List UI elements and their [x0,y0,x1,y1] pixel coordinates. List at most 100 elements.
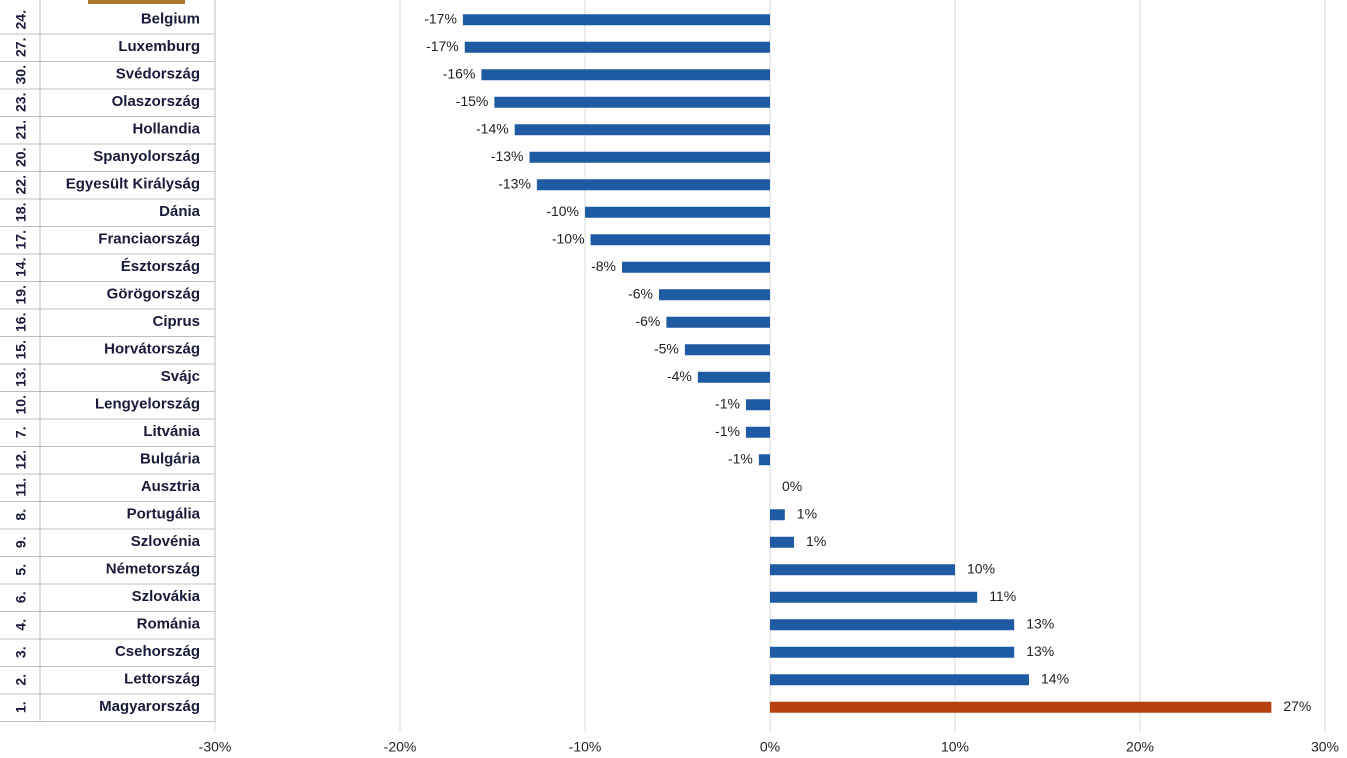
value-label: 27% [1283,698,1311,714]
bar [462,14,770,26]
bar [745,426,770,438]
rank-label: 13. [13,368,29,387]
y-tick-label: Horvátország [104,341,200,358]
bar [770,536,795,548]
bar [745,399,770,411]
bar [770,619,1015,631]
rank-label: 27. [13,38,29,57]
x-tick-label: -10% [569,739,602,755]
rank-label: 1. [13,701,29,713]
rank-label: 12. [13,450,29,469]
value-label: -17% [424,10,457,26]
value-label: -6% [628,285,653,301]
rank-label: 6. [13,591,29,603]
bar [536,179,770,191]
bar [585,206,770,218]
y-tick-label: Lettország [124,671,200,688]
x-tick-label: 20% [1126,739,1154,755]
rank-label: 30. [13,65,29,84]
bar [770,701,1272,713]
y-tick-label: Olaszország [112,93,200,110]
rank-label: 7. [13,426,29,438]
rank-label: 11. [13,478,29,497]
bar [684,344,770,356]
rank-label: 3. [13,646,29,658]
y-tick-label: Portugália [127,506,201,523]
bar [659,289,770,301]
value-label: -17% [426,38,459,54]
bar [622,261,770,273]
bar [666,316,770,328]
rank-label: 5. [13,564,29,576]
y-tick-label: Bulgária [140,451,201,468]
y-tick-label: Luxemburg [118,38,200,55]
y-tick-label: Svédország [116,66,200,83]
y-tick-label: Egyesült Királyság [66,176,200,193]
y-tick-label: Magyarország [99,698,200,715]
bar [514,124,770,136]
bar [770,509,785,521]
value-label: 13% [1026,643,1054,659]
value-label: -13% [491,148,524,164]
value-label: -5% [654,340,679,356]
rank-label: 24. [13,10,29,29]
value-label: -16% [443,65,476,81]
value-label: 14% [1041,670,1069,686]
value-label: 11% [989,588,1016,604]
value-label: -4% [667,368,692,384]
value-label: 13% [1026,615,1054,631]
x-tick-label: 30% [1311,739,1339,755]
y-tick-label: Franciaország [98,231,200,248]
rank-label: 8. [13,509,29,521]
bar [770,591,978,603]
value-label: -14% [476,120,509,136]
rank-label: 15. [13,340,29,359]
y-tick-label: Szlovákia [132,588,201,605]
value-label: -8% [591,258,616,274]
bar [529,151,770,163]
rank-label: 22. [13,175,29,194]
y-tick-label: Hollandia [132,121,200,138]
y-tick-label: Szlovénia [131,533,201,550]
x-tick-label: 0% [760,739,780,755]
value-label: -10% [552,230,585,246]
x-tick-label: -30% [199,739,232,755]
y-tick-label: Lengyelország [95,396,200,413]
y-tick-label: Görögország [107,286,200,303]
y-tick-label: Spanyolország [93,148,200,165]
x-tick-label: -20% [384,739,417,755]
value-label: -6% [635,313,660,329]
y-tick-label: Belgium [141,11,200,28]
value-label: -1% [715,423,740,439]
rank-label: 10. [13,395,29,414]
rank-label: 23. [13,93,29,112]
y-tick-label: Észtország [121,258,200,275]
y-tick-label: Dánia [159,203,201,220]
rank-label: 17. [13,230,29,249]
y-tick-label: Ciprus [152,313,200,330]
value-label: -13% [498,175,531,191]
y-tick-label: Csehország [115,643,200,660]
value-label: -10% [546,203,579,219]
value-label: 0% [782,478,802,494]
decoration [88,0,185,4]
bar [590,234,770,246]
rank-label: 4. [13,619,29,631]
value-label: -1% [728,450,753,466]
bar [464,41,770,53]
rank-label: 9. [13,536,29,548]
bar [770,674,1029,686]
bar [758,454,770,466]
bar [481,69,770,81]
x-tick-label: 10% [941,739,969,755]
value-label: 1% [797,505,817,521]
bar [697,371,770,383]
value-label: 10% [967,560,995,576]
y-tick-label: Románia [137,616,201,633]
y-tick-label: Ausztria [141,478,201,495]
rank-label: 2. [13,674,29,686]
rank-label: 16. [13,313,29,332]
rank-label: 21. [13,120,29,139]
y-tick-label: Németország [106,561,200,578]
bar [770,646,1015,658]
